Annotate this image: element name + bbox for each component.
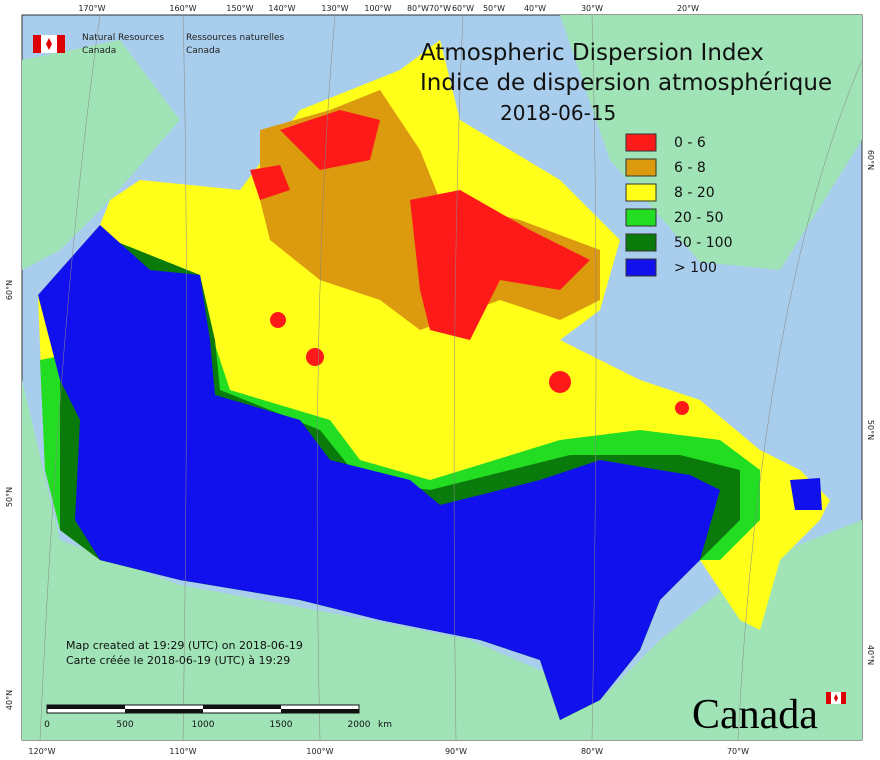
org-en: Natural Resources — [82, 33, 164, 43]
zone — [790, 478, 822, 510]
nrcan-logo — [33, 35, 65, 53]
title-fr: Indice de dispersion atmosphérique — [420, 70, 832, 96]
lon-label: 80°W — [407, 4, 429, 13]
lon-label: 150°W — [226, 4, 253, 13]
created-en: Map created at 19:29 (UTC) on 2018-06-19 — [66, 639, 303, 652]
scale-bar: 0 500 1000 1500 2000 km — [44, 704, 392, 730]
graticule-labels: 170°W 160°W 150°W 140°W 130°W 100°W 80°W 70°W 60… — [5, 4, 875, 756]
lon-label: 110°W — [169, 747, 196, 756]
lat-label: 60°N — [5, 280, 14, 300]
lon-label: 40°W — [524, 4, 546, 13]
zone — [250, 110, 590, 340]
scale-label: 500 — [116, 720, 133, 730]
scale-label: 1000 — [192, 720, 215, 730]
zone — [306, 348, 324, 366]
legend-swatch — [625, 258, 657, 277]
lon-label: 30°W — [581, 4, 603, 13]
legend-label: 8 - 20 — [674, 185, 715, 201]
legend-swatch — [625, 158, 657, 177]
zone — [549, 371, 571, 393]
lon-label: 70°W — [727, 747, 749, 756]
lat-label: 40°N — [5, 690, 14, 710]
created-fr: Carte créée le 2018-06-19 (UTC) à 19:29 — [66, 654, 290, 667]
legend-label: 6 - 8 — [674, 160, 706, 176]
lon-label: 140°W — [268, 4, 295, 13]
lon-label: 70°W — [429, 4, 451, 13]
lon-label: 170°W — [78, 4, 105, 13]
legend-swatch — [625, 183, 657, 202]
zone — [270, 312, 286, 328]
legend: 0 - 6 6 - 8 8 - 20 20 - 50 50 - 100 > 100 — [625, 133, 733, 277]
lon-label: 80°W — [581, 747, 603, 756]
legend-swatch — [625, 208, 657, 227]
zone — [38, 225, 720, 720]
org-fr: Canada — [186, 46, 220, 56]
lat-label: 40°N — [866, 645, 875, 665]
legend-label: 20 - 50 — [674, 210, 724, 226]
canada-wordmark: Canada — [692, 692, 818, 738]
legend-label: 0 - 6 — [674, 135, 706, 151]
lon-label: 130°W — [321, 4, 348, 13]
lon-label: 50°W — [483, 4, 505, 13]
scale-label: 1500 — [270, 720, 293, 730]
zone — [675, 401, 689, 415]
lat-label: 50°N — [5, 487, 14, 507]
wordmark-flag — [826, 692, 846, 704]
lon-label: 20°W — [677, 4, 699, 13]
org-en: Canada — [82, 46, 116, 56]
legend-swatch — [625, 133, 657, 152]
legend-swatch — [625, 233, 657, 252]
scale-unit: km — [378, 720, 392, 730]
date: 2018-06-15 — [500, 101, 616, 125]
lon-label: 60°W — [452, 4, 474, 13]
zones — [38, 40, 830, 720]
lon-label: 100°W — [364, 4, 391, 13]
lat-label: 60°N — [866, 150, 875, 170]
lon-label: 100°W — [306, 747, 333, 756]
scale-label: 2000 — [348, 720, 371, 730]
land — [22, 15, 862, 740]
lat-label: 50°N — [866, 420, 875, 440]
legend-label: 50 - 100 — [674, 235, 733, 251]
lon-label: 160°W — [169, 4, 196, 13]
lon-label: 120°W — [28, 747, 55, 756]
scale-label: 0 — [44, 720, 50, 730]
org-fr: Ressources naturelles — [186, 33, 285, 43]
title-en: Atmospheric Dispersion Index — [420, 40, 764, 66]
legend-label: > 100 — [674, 260, 717, 276]
lon-label: 90°W — [445, 747, 467, 756]
graticule — [39, 14, 863, 741]
